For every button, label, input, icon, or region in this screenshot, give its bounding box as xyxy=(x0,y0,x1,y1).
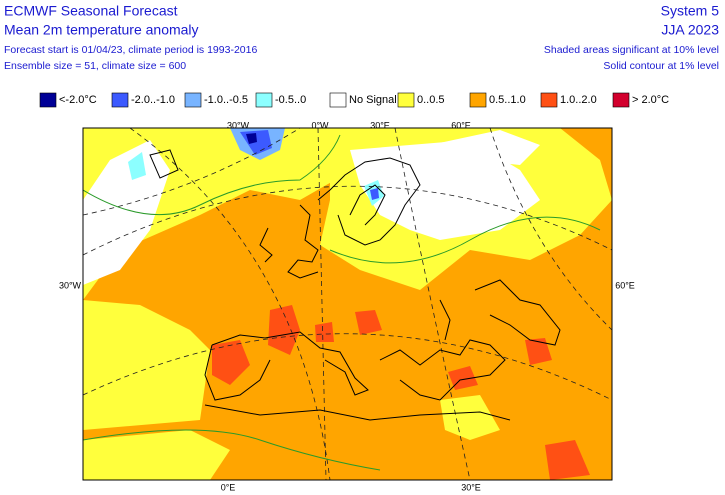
legend-label: -2.0..-1.0 xyxy=(131,94,175,106)
anomaly-region xyxy=(525,338,552,365)
title-line: Forecast start is 01/04/23, climate peri… xyxy=(4,44,257,56)
anomaly-region xyxy=(440,395,500,440)
anomaly-region xyxy=(212,340,250,385)
legend-swatch xyxy=(184,92,202,108)
legend-label: -1.0..-0.5 xyxy=(204,94,248,106)
legend-label: 0.5..1.0 xyxy=(489,94,526,106)
graticule-label: 60°E xyxy=(451,120,471,130)
title-line: Solid contour at 1% level xyxy=(603,60,719,72)
anomaly-region xyxy=(83,140,170,285)
title-line: ECMWF Seasonal Forecast xyxy=(4,3,178,19)
legend-swatch xyxy=(612,92,630,108)
legend-swatch xyxy=(469,92,487,108)
graticule-label: 60°E xyxy=(615,280,635,290)
anomaly-region xyxy=(315,322,334,342)
legend-swatch xyxy=(329,92,347,108)
legend-label: <-2.0°C xyxy=(59,94,97,106)
title-line: Ensemble size = 51, climate size = 600 xyxy=(4,60,186,72)
title-line: Shaded areas significant at 10% level xyxy=(544,44,719,56)
legend-swatch xyxy=(111,92,129,108)
legend-label: No Signal xyxy=(349,94,397,106)
anomaly-region xyxy=(350,140,540,240)
legend-label: > 2.0°C xyxy=(632,94,669,106)
legend-swatch xyxy=(397,92,415,108)
anomaly-field xyxy=(83,128,612,480)
overlay xyxy=(83,128,612,480)
graticule-label: 30°W xyxy=(59,280,82,290)
legend-label: -0.5..0 xyxy=(275,94,306,106)
title-line: Mean 2m temperature anomaly xyxy=(4,22,199,38)
legend-swatch xyxy=(255,92,273,108)
anomaly-region xyxy=(370,188,379,200)
anomaly-region xyxy=(430,130,540,165)
legend-swatch xyxy=(540,92,558,108)
graticule-label: 30°W xyxy=(227,120,250,130)
legend-label: 1.0..2.0 xyxy=(560,94,597,106)
anomaly-region xyxy=(128,152,146,180)
anomaly-region xyxy=(83,300,210,430)
map-frame xyxy=(82,127,613,481)
title-line: System 5 xyxy=(661,3,720,19)
anomaly-region xyxy=(83,430,230,480)
graticule-label: 30°E xyxy=(461,482,481,492)
anomaly-region xyxy=(355,310,382,335)
graticule-label: 30°E xyxy=(370,120,390,130)
anomaly-region xyxy=(246,133,257,144)
graticule-label: 0°W xyxy=(311,120,329,130)
legend-swatch xyxy=(39,92,57,108)
title-line: JJA 2023 xyxy=(661,22,719,38)
anomaly-region xyxy=(268,305,300,355)
legend-label: 0..0.5 xyxy=(417,94,445,106)
anomaly-region xyxy=(545,440,590,480)
graticule-label: 0°E xyxy=(221,482,236,492)
